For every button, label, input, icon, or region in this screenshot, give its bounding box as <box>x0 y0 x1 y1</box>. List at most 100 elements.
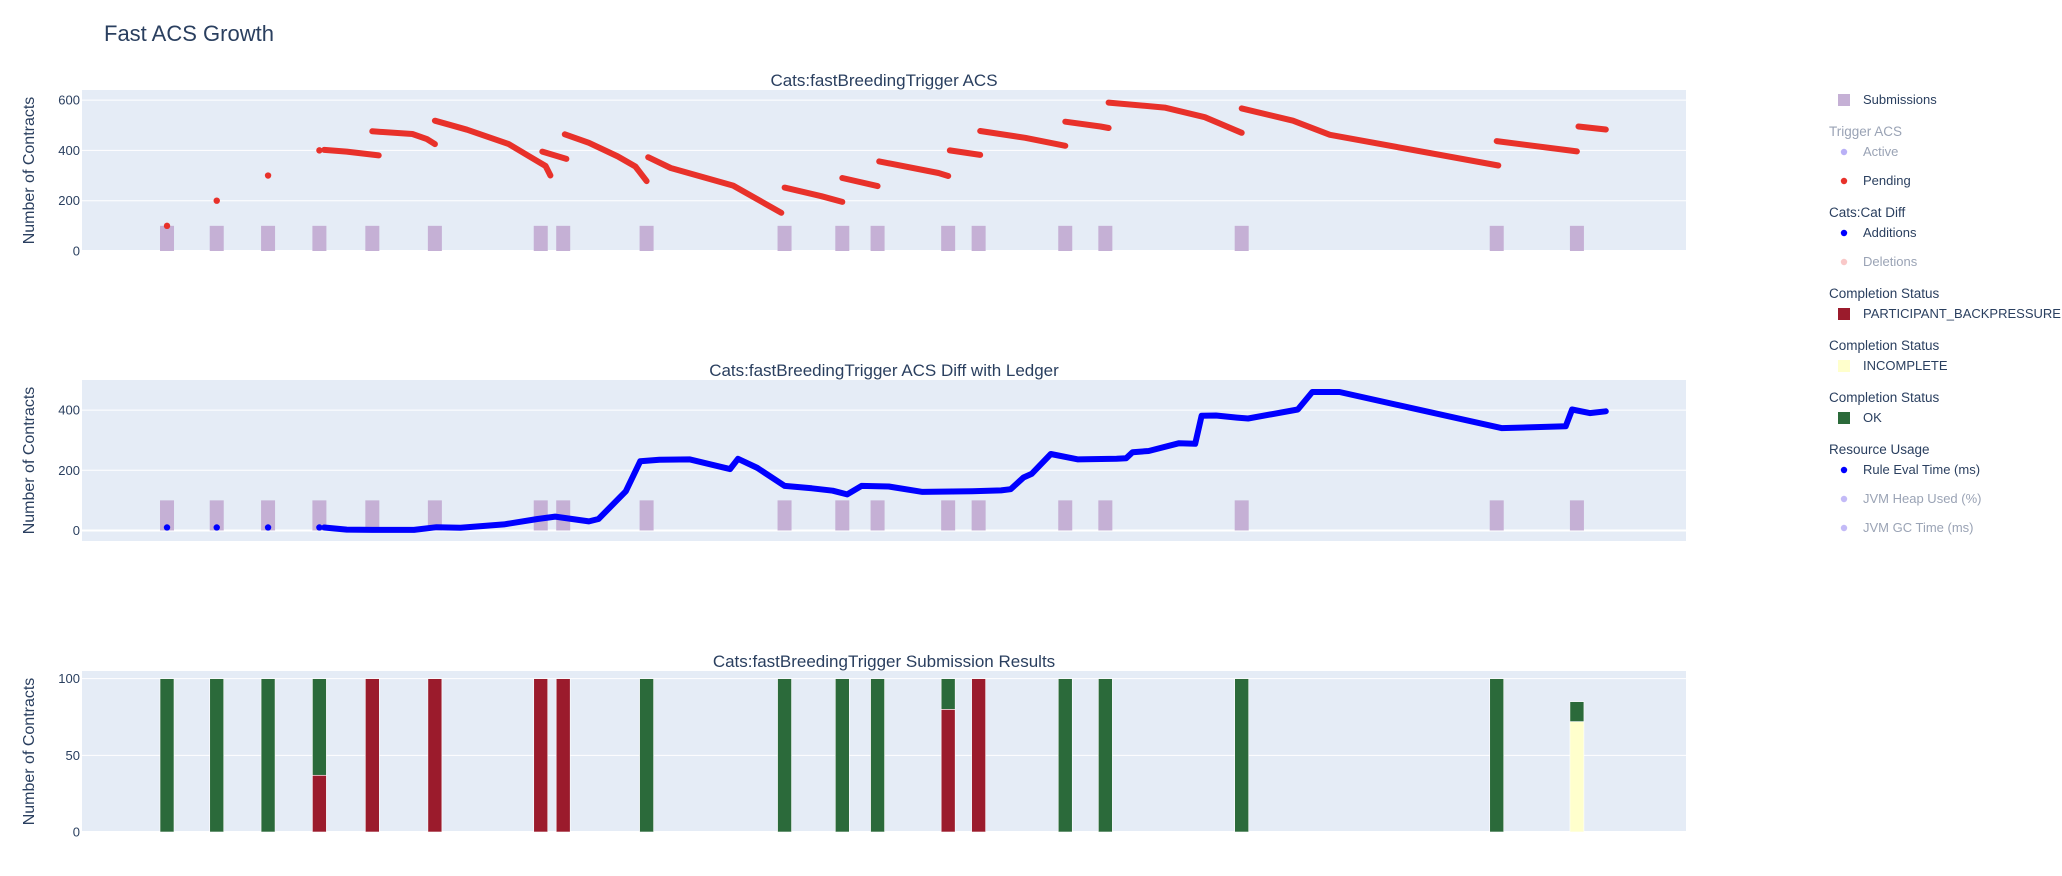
result-bar-segment <box>1569 721 1585 833</box>
data-point <box>163 524 171 531</box>
pending-segment <box>1575 123 1609 133</box>
submission-bar <box>1058 500 1073 531</box>
y-tick-label: 0 <box>73 244 80 259</box>
dot-marker-icon <box>1840 229 1848 237</box>
submission-bar <box>870 500 885 531</box>
pending-segment <box>839 175 881 190</box>
square-marker-icon <box>1838 308 1850 320</box>
legend-group: Completion Status OK <box>1829 390 1940 425</box>
y-tick-label: 400 <box>58 143 80 158</box>
legend-group: Completion Status PARTICIPANT_BACKPRESSUR… <box>1829 286 2061 321</box>
result-bar-segment <box>940 678 956 710</box>
pending-segment <box>977 128 1069 149</box>
result-bar-segment <box>834 678 850 833</box>
result-bar-segment <box>870 678 885 833</box>
submission-bar <box>261 225 276 251</box>
submission-bar <box>261 500 276 531</box>
plot-area <box>82 90 1686 251</box>
pending-segment <box>1105 99 1245 136</box>
legend-group-title: Resource Usage <box>1829 442 1930 457</box>
submission-bar <box>365 225 380 251</box>
result-bar-segment <box>1489 678 1505 833</box>
legend-item: JVM Heap Used (%) <box>1840 491 1981 506</box>
y-tick-label: 400 <box>58 403 80 418</box>
data-point <box>316 524 323 531</box>
subplots: 0 200 400 600 Cats:fastBreedingTrigger ACS Nu… <box>21 71 1686 840</box>
result-bar-segment <box>209 678 225 833</box>
legend-item: Active <box>1840 144 1898 159</box>
submission-bar <box>777 225 792 251</box>
submission-bar <box>835 500 850 531</box>
legend-group-title: Trigger ACS <box>1829 124 1902 139</box>
square-marker-icon <box>1838 412 1850 424</box>
submission-bar <box>209 225 224 251</box>
result-bar-segment <box>159 678 175 833</box>
y-tick-label: 0 <box>73 825 80 840</box>
result-bar-segment <box>639 678 654 833</box>
submission-bar <box>312 225 327 251</box>
legend-group-title: Completion Status <box>1829 286 1940 301</box>
subplot-title: Cats:fastBreedingTrigger ACS <box>770 71 997 90</box>
legend-item-label: Rule Eval Time (ms) <box>1863 462 1980 477</box>
dot-marker-icon <box>1840 466 1848 474</box>
legend-group: Trigger ACS Active Pending <box>1829 124 1911 188</box>
submission-bar <box>1569 225 1584 251</box>
submission-bar <box>312 500 327 531</box>
pending-segment <box>561 131 650 185</box>
additions-line <box>321 389 1609 533</box>
submission-bar <box>1489 500 1504 531</box>
result-bar-segment <box>971 678 986 833</box>
submission-bar <box>777 500 792 531</box>
pending-segment <box>1062 118 1112 131</box>
y-tick-label: 200 <box>58 193 80 208</box>
result-bar-segment <box>312 774 327 833</box>
legend-item-label: OK <box>1863 410 1882 425</box>
y-tick-label: 0 <box>73 523 80 538</box>
dot-marker-icon <box>1840 148 1848 156</box>
data-point <box>264 524 272 531</box>
submission-bar <box>533 225 548 251</box>
submission-bar <box>160 225 175 251</box>
subplot-title: Cats:fastBreedingTrigger ACS Diff with L… <box>709 361 1059 380</box>
pending-segment <box>876 158 952 179</box>
submission-bar <box>971 500 986 531</box>
result-bar-segment <box>1234 678 1249 833</box>
legend-group-title: Completion Status <box>1829 338 1940 353</box>
result-bar-segment <box>777 678 792 833</box>
result-bar-segment <box>312 678 327 776</box>
pending-segment <box>1493 138 1580 155</box>
y-axis-label: Number of Contracts <box>21 678 38 826</box>
legend-item-label: PARTICIPANT_BACKPRESSURE <box>1863 306 2061 321</box>
legend-group: Submissions <box>1838 92 1937 107</box>
submission-bar <box>1098 225 1113 251</box>
subplot-3: 0 50 100 Cats:fastBreedingTrigger Submissio… <box>21 652 1686 840</box>
legend-item: Submissions <box>1838 92 1937 107</box>
legend-item-label: Deletions <box>1863 254 1918 269</box>
y-tick-label: 600 <box>58 93 80 108</box>
result-bar-segment <box>260 678 276 833</box>
submission-bar <box>1058 225 1073 251</box>
square-marker-icon <box>1838 360 1850 372</box>
legend-group-title: Completion Status <box>1829 390 1940 405</box>
pending-segment <box>645 154 785 216</box>
legend-item-label: Pending <box>1863 173 1911 188</box>
pending-segment <box>539 148 570 162</box>
submission-bar <box>971 225 986 251</box>
submission-bar <box>870 225 885 251</box>
result-bar-segment <box>940 709 956 833</box>
submission-bar <box>639 500 654 531</box>
y-axis-label: Number of Contracts <box>21 387 38 535</box>
submission-bar <box>160 500 175 531</box>
legend-item-label: Active <box>1863 144 1898 159</box>
submission-bar <box>1489 225 1504 251</box>
legend-group: Completion Status INCOMPLETE <box>1829 338 1948 373</box>
square-marker-icon <box>1838 94 1850 106</box>
pending-segment <box>946 147 984 158</box>
result-bar-segment <box>365 678 380 833</box>
y-axis-label: Number of Contracts <box>21 97 38 245</box>
legend-item-label: JVM Heap Used (%) <box>1863 491 1981 506</box>
submission-bar <box>941 225 956 251</box>
data-point <box>316 147 323 154</box>
legend-item: Additions <box>1840 225 1917 240</box>
result-bar-segment <box>1098 678 1113 833</box>
